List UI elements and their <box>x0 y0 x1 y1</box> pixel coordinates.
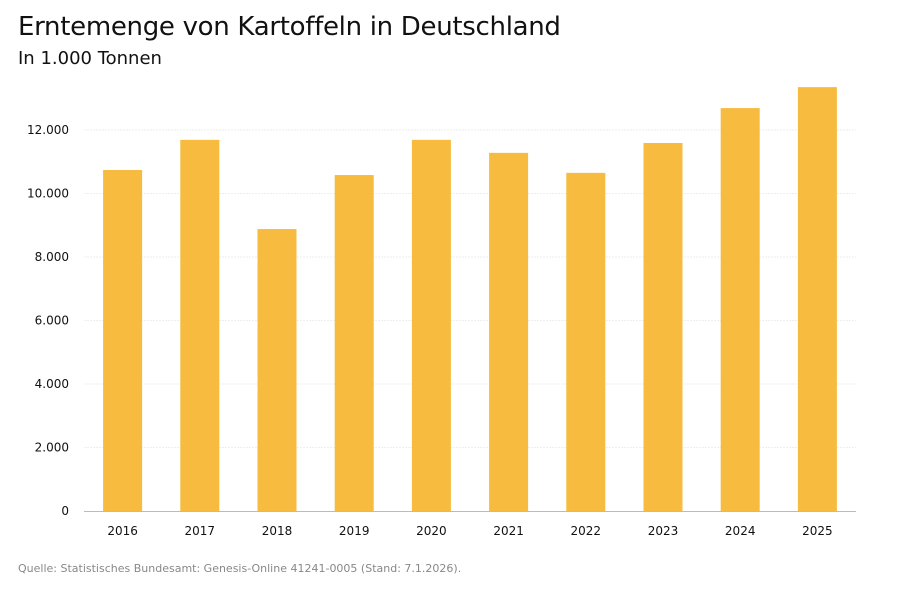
y-tick-label: 10.000 <box>27 187 69 201</box>
source-note: Quelle: Statistisches Bundesamt: Genesis… <box>18 562 462 575</box>
x-tick-label: 2025 <box>802 524 833 538</box>
x-tick-label: 2017 <box>185 524 216 538</box>
bar-2020 <box>411 139 451 511</box>
y-tick-label: 8.000 <box>35 250 69 264</box>
x-tick-label: 2019 <box>339 524 370 538</box>
y-tick-label: 2.000 <box>35 441 69 455</box>
bar-2024 <box>720 108 760 511</box>
bar-2025 <box>797 87 837 511</box>
bar-2021 <box>489 152 529 512</box>
bar-2023 <box>643 143 683 511</box>
y-tick-label: 4.000 <box>35 377 69 391</box>
x-tick-label: 2021 <box>493 524 524 538</box>
x-tick-label: 2020 <box>416 524 447 538</box>
bar-2018 <box>257 229 297 511</box>
x-tick-label: 2018 <box>262 524 293 538</box>
y-tick-label: 0 <box>61 504 69 518</box>
y-tick-label: 6.000 <box>35 314 69 328</box>
bar-2019 <box>334 175 374 511</box>
bar-2017 <box>180 139 220 511</box>
y-tick-label: 12.000 <box>27 123 69 137</box>
bar-2022 <box>566 172 606 512</box>
chart-subtitle: In 1.000 Tonnen <box>18 48 162 69</box>
x-tick-label: 2023 <box>648 524 679 538</box>
x-tick-label: 2016 <box>107 524 138 538</box>
x-tick-label: 2022 <box>571 524 602 538</box>
bar-2016 <box>103 170 143 511</box>
chart-title: Erntemenge von Kartoffeln in Deutschland <box>18 12 561 42</box>
x-tick-label: 2024 <box>725 524 756 538</box>
